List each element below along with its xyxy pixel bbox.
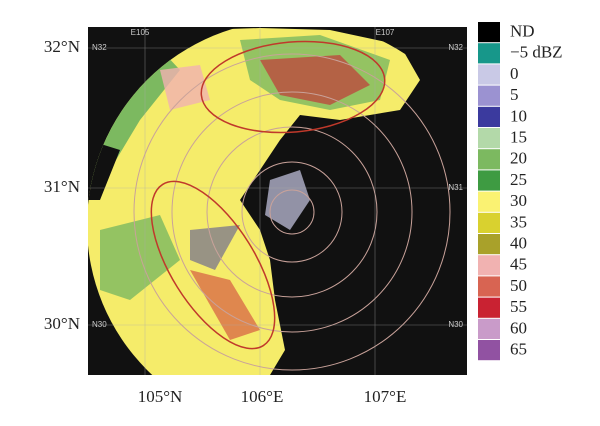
legend-label: 10 — [510, 106, 527, 125]
grid-label: E105 — [131, 28, 150, 37]
lon-label: 106°E — [241, 387, 284, 406]
grid-label: N32 — [448, 43, 463, 52]
legend-swatch — [478, 64, 500, 85]
legend-label: 65 — [510, 340, 527, 359]
lat-label: 30°N — [44, 314, 80, 333]
legend-swatch — [478, 149, 500, 170]
legend-label: 25 — [510, 170, 527, 189]
legend-label: 5 — [510, 85, 519, 104]
legend-swatch — [478, 85, 500, 106]
legend-swatch — [478, 22, 500, 43]
legend-swatch — [478, 234, 500, 255]
legend-swatch — [478, 318, 500, 339]
legend-label: −5 dBZ — [510, 43, 563, 62]
legend-label: 0 — [510, 64, 519, 83]
grid-label: N30 — [448, 320, 463, 329]
legend-label: ND — [510, 22, 535, 41]
lon-label: 105°N — [138, 387, 183, 406]
legend-swatch — [478, 297, 500, 318]
legend-swatch — [478, 212, 500, 233]
grid-label: N32 — [92, 43, 107, 52]
grid-label: E107 — [376, 28, 395, 37]
grid-label: N31 — [448, 183, 463, 192]
legend-label: 20 — [510, 149, 527, 168]
legend-swatch — [478, 340, 500, 361]
legend-swatch — [478, 43, 500, 64]
legend-swatch — [478, 106, 500, 127]
legend-label: 45 — [510, 255, 527, 274]
legend-swatch — [478, 170, 500, 191]
legend-label: 35 — [510, 212, 527, 231]
legend-label: 40 — [510, 234, 527, 253]
legend-label: 15 — [510, 128, 527, 147]
legend-label: 55 — [510, 297, 527, 316]
legend-label: 30 — [510, 191, 527, 210]
legend-swatch — [478, 255, 500, 276]
lat-label: 32°N — [44, 37, 80, 56]
legend-swatch — [478, 276, 500, 297]
lat-label: 31°N — [44, 177, 80, 196]
legend-swatch — [478, 191, 500, 212]
legend-label: 50 — [510, 276, 527, 295]
grid-label: N30 — [92, 320, 107, 329]
legend-swatch — [478, 128, 500, 149]
legend-label: 60 — [510, 318, 527, 337]
lon-label: 107°E — [364, 387, 407, 406]
